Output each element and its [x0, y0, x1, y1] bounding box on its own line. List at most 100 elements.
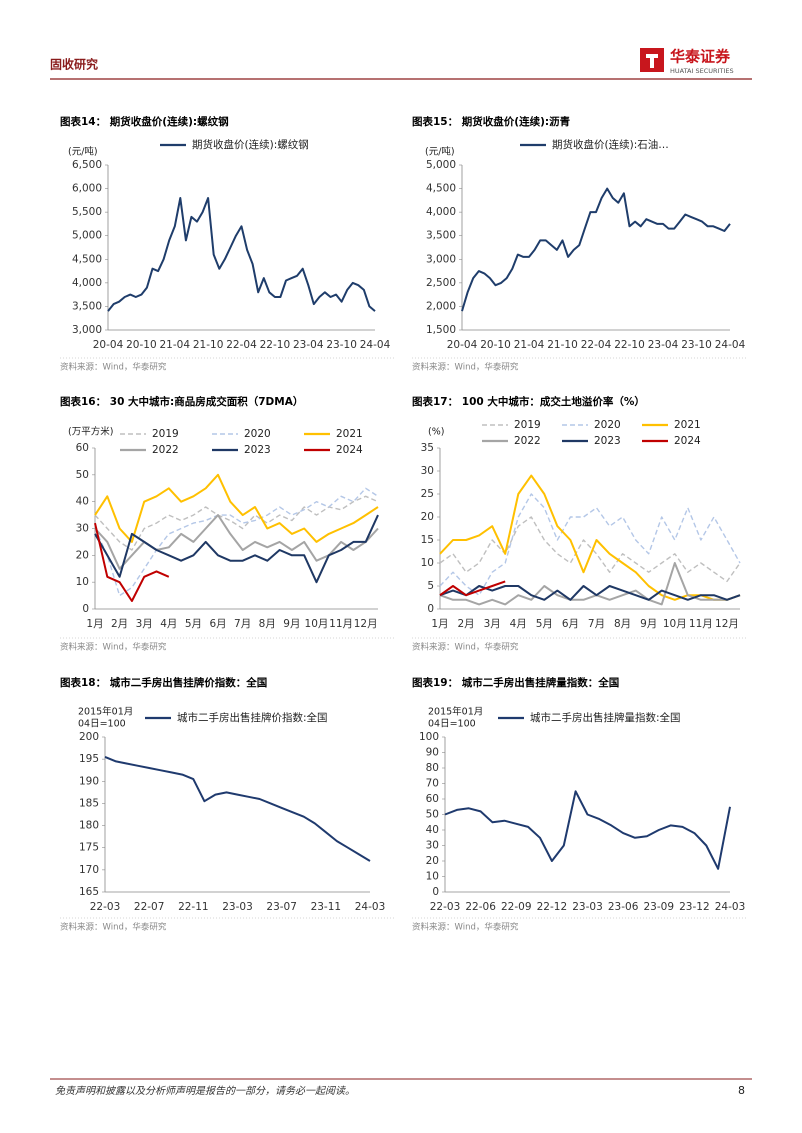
- x-tick-label: 22-03: [430, 901, 461, 913]
- x-tick-label: 22-07: [134, 901, 165, 913]
- x-tick-label: 21-10: [193, 339, 224, 351]
- figure: 图表16： 30 大中城市:商品房成交面积（7DMA） 0 10 20 30 40 50 60…: [60, 395, 395, 653]
- legend-label: 2019: [514, 419, 541, 431]
- x-tick-label: 23-10: [326, 339, 357, 351]
- y-tick-label: 3,500: [72, 300, 102, 312]
- x-tick-label: 21-04: [514, 339, 545, 351]
- x-tick-label: 21-10: [547, 339, 578, 351]
- figure-source: 资料来源：Wind，华泰研究: [60, 922, 167, 933]
- y-tick-label: 0: [427, 603, 434, 615]
- y-tick-label: 10: [426, 871, 439, 883]
- figure-title: 图表17： 100 大中城市：成交土地溢价率（%）: [412, 395, 645, 408]
- x-tick-label: 24-04: [715, 339, 746, 351]
- figure: 图表19： 城市二手房出售挂牌量指数：全国 0 10 20 30 40 50 60 70 80 90…: [412, 676, 747, 933]
- series-line: [461, 187, 731, 312]
- x-tick-label: 4月: [160, 618, 177, 630]
- legend-label: 2021: [674, 419, 701, 431]
- legend-label: 城市二手房出售挂牌量指数:全国: [530, 711, 681, 724]
- page-number: 8: [738, 1084, 745, 1097]
- x-tick-label: 22-04: [581, 339, 612, 351]
- x-tick-label: 12月: [715, 618, 739, 630]
- y-tick-label: 60: [76, 442, 89, 454]
- y-tick-label: 0: [432, 886, 439, 898]
- x-tick-label: 2月: [111, 618, 128, 630]
- y-axis-unit: 2015年01月: [78, 706, 133, 718]
- y-tick-label: 3,000: [72, 324, 102, 336]
- x-tick-label: 1月: [86, 618, 103, 630]
- series-line: [439, 516, 741, 583]
- x-tick-label: 7月: [234, 618, 251, 630]
- y-tick-label: 175: [79, 842, 99, 854]
- y-tick-label: 6,000: [72, 183, 102, 195]
- series-line: [107, 197, 376, 312]
- figure-title: 图表16： 30 大中城市:商品房成交面积（7DMA）: [60, 395, 303, 408]
- x-tick-label: 9月: [283, 618, 300, 630]
- y-tick-label: 20: [426, 855, 439, 867]
- y-tick-label: 5,500: [72, 206, 102, 218]
- x-tick-label: 22-10: [260, 339, 291, 351]
- y-axis-unit: 2015年01月: [428, 706, 483, 718]
- y-tick-label: 1,500: [426, 324, 456, 336]
- series-line: [104, 755, 371, 862]
- x-tick-label: 6月: [562, 618, 579, 630]
- logo-subtext: HUATAI SECURITIES: [670, 67, 734, 75]
- y-tick-label: 10: [76, 576, 89, 588]
- x-tick-label: 21-04: [159, 339, 190, 351]
- x-tick-label: 23-09: [643, 901, 674, 913]
- series-line: [94, 495, 379, 551]
- y-tick-label: 4,000: [426, 206, 456, 218]
- y-tick-label: 40: [76, 496, 89, 508]
- y-tick-label: 60: [426, 793, 439, 805]
- legend-label: 城市二手房出售挂牌价指数:全国: [177, 711, 328, 724]
- y-tick-label: 6,500: [72, 159, 102, 171]
- figure: 图表17： 100 大中城市：成交土地溢价率（%） 0 5 10 15 20 25 30 35 1…: [412, 395, 747, 653]
- x-tick-label: 20-04: [447, 339, 478, 351]
- y-tick-label: 35: [421, 442, 434, 454]
- x-tick-label: 24-04: [360, 339, 391, 351]
- series-line: [94, 487, 379, 597]
- series-line: [94, 473, 379, 543]
- x-tick-label: 24-03: [355, 901, 386, 913]
- x-tick-label: 9月: [640, 618, 657, 630]
- y-tick-label: 200: [79, 731, 99, 743]
- x-tick-label: 10月: [305, 618, 329, 630]
- logo-icon-part: [650, 54, 654, 68]
- x-tick-label: 3月: [484, 618, 501, 630]
- y-tick-label: 10: [421, 557, 434, 569]
- x-tick-label: 20-10: [126, 339, 157, 351]
- series-line: [439, 493, 741, 596]
- y-tick-label: 2,500: [426, 277, 456, 289]
- x-tick-label: 4月: [510, 618, 527, 630]
- y-tick-label: 100: [419, 731, 439, 743]
- y-tick-label: 4,000: [72, 277, 102, 289]
- y-tick-label: 90: [426, 747, 439, 759]
- x-tick-label: 23-04: [648, 339, 679, 351]
- x-tick-label: 22-03: [90, 901, 121, 913]
- series-line: [439, 580, 506, 597]
- y-tick-label: 165: [79, 886, 99, 898]
- series-line: [444, 790, 731, 870]
- series-line: [94, 522, 170, 602]
- y-tick-label: 4,500: [426, 183, 456, 195]
- x-tick-label: 22-06: [465, 901, 496, 913]
- y-tick-label: 15: [421, 534, 434, 546]
- figure-title: 图表19： 城市二手房出售挂牌量指数：全国: [412, 676, 619, 689]
- x-tick-label: 22-12: [537, 901, 568, 913]
- y-tick-label: 80: [426, 762, 439, 774]
- y-axis-unit: (元/吨): [425, 146, 455, 158]
- y-tick-label: 50: [76, 469, 89, 481]
- y-tick-label: 50: [426, 809, 439, 821]
- y-axis-unit: 04日=100: [428, 719, 476, 730]
- y-tick-label: 5,000: [426, 159, 456, 171]
- x-tick-label: 10月: [663, 618, 687, 630]
- logo: 华泰证券 HUATAI SECURITIES: [640, 48, 734, 75]
- x-tick-label: 2月: [457, 618, 474, 630]
- x-tick-label: 11月: [689, 618, 713, 630]
- series-line: [439, 562, 741, 606]
- legend-label: 2023: [594, 435, 621, 447]
- x-tick-label: 23-03: [572, 901, 603, 913]
- x-tick-label: 22-11: [178, 901, 209, 913]
- legend-label: 2024: [336, 444, 363, 456]
- x-tick-label: 23-04: [293, 339, 324, 351]
